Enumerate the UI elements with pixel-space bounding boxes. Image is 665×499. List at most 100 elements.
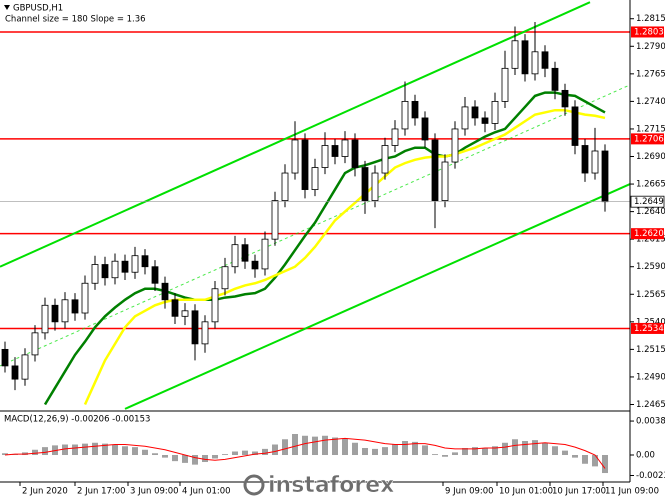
candle-body [441,161,449,201]
y-tick-label: 1.2715 [636,124,665,134]
candle-body [121,260,129,273]
candle-body [161,282,169,301]
macd-bar [302,435,308,456]
candle-body [111,260,119,279]
macd-bar [342,438,348,456]
y-tick-label: 1.2590 [636,262,665,272]
candle-body [321,145,329,168]
level-label-box [631,133,664,145]
y-tick-label: -0.00234 [636,471,665,481]
macd-bar [432,454,438,456]
x-tick-label: 2 Jun 17:00 [77,487,126,497]
macd-bar [592,455,598,467]
candle-body [61,299,69,323]
macd-title: MACD(12,26,9) -0.00206 -0.00153 [4,415,150,425]
y-tick-label: 1.2740 [636,97,665,107]
macd-bar [2,453,8,456]
candle-body [191,310,199,345]
candle-body [451,128,459,163]
macd-bar [232,451,238,456]
macd-bar [312,436,318,456]
x-tick-label: 2 Jun 2020 [22,487,68,497]
channel-line [0,84,631,367]
candle-body [131,255,139,273]
macd-bar [462,448,468,456]
level-label: 1.2803 [634,27,664,37]
macd-bar [332,437,338,456]
y-tick-label: 1.2765 [636,69,665,79]
candle-body [401,100,409,130]
macd-bar [112,444,118,456]
channel-label: Channel size = 180 Slope = 1.36 [5,15,146,25]
macd-bar [542,442,548,456]
macd-bar [272,444,278,456]
candle-body [561,89,569,108]
watermark-logo [243,474,265,496]
candle-body [531,51,539,75]
y-tick-label: 1.2640 [636,207,665,217]
macd-bar [382,447,388,456]
macd-bar [372,448,378,456]
candle-body [591,150,599,174]
candle-body [431,139,439,201]
y-tick-label: 1.2690 [636,152,665,162]
candle-body [141,255,149,268]
candle-body [521,40,529,75]
candle-body [601,150,609,203]
macd-bar [42,447,48,456]
macd-bar [152,453,158,456]
candle-body [251,260,259,270]
candle-body [301,139,309,190]
y-tick-label: 1.2490 [636,372,665,382]
y-tick-label: 1.2815 [636,14,665,24]
macd-bar [582,455,588,464]
candle-body [31,332,39,356]
moving-average [43,91,606,406]
candle-body [581,145,589,174]
macd-bar [532,440,538,456]
menu-arrow [4,5,10,10]
y-tick-label: 1.2665 [636,180,665,190]
macd-bar [322,435,328,456]
level-label: 1.2534 [634,324,664,334]
candle-body [421,117,429,141]
candle-body [181,310,189,317]
x-tick-label: 4 Jun 01:00 [182,487,231,497]
current-price-box [630,195,665,208]
candle-body [371,172,379,201]
level-label-box [631,322,664,334]
macd-bar [222,454,228,456]
x-tick-label: 3 Jun 09:00 [130,487,179,497]
candle-body [361,167,369,201]
macd-signal [4,437,606,469]
y-tick-label: 1.2790 [636,42,665,52]
macd-bar [512,439,518,456]
macd-bar [492,446,498,456]
macd-bar [122,446,128,456]
macd-bar [422,445,428,456]
macd-bar [362,448,368,456]
channel-line [124,183,631,410]
candle-body [171,299,179,317]
macd-bar [142,449,148,456]
candle-body [461,106,469,130]
macd-bar [552,446,558,456]
candle-body [551,67,559,91]
macd-bar [252,451,258,456]
candle-body [491,100,499,124]
macd-bar [62,444,68,456]
candle-body [381,145,389,174]
candle-body [241,244,249,262]
y-tick-label: 1.2540 [636,317,665,327]
candle-body [21,354,29,380]
macd-bar [182,455,188,463]
candle-body [541,51,549,69]
x-tick-label: 10 Jun 01:00 [499,487,553,497]
x-tick-label: 11 Jun 09:00 [605,487,659,497]
macd-bar [602,455,608,474]
macd-bar [572,455,578,458]
watermark-text: instaforex [268,473,394,498]
y-tick-label: 1.2515 [636,345,665,355]
candle-body [201,321,209,345]
macd-bar [242,450,248,456]
